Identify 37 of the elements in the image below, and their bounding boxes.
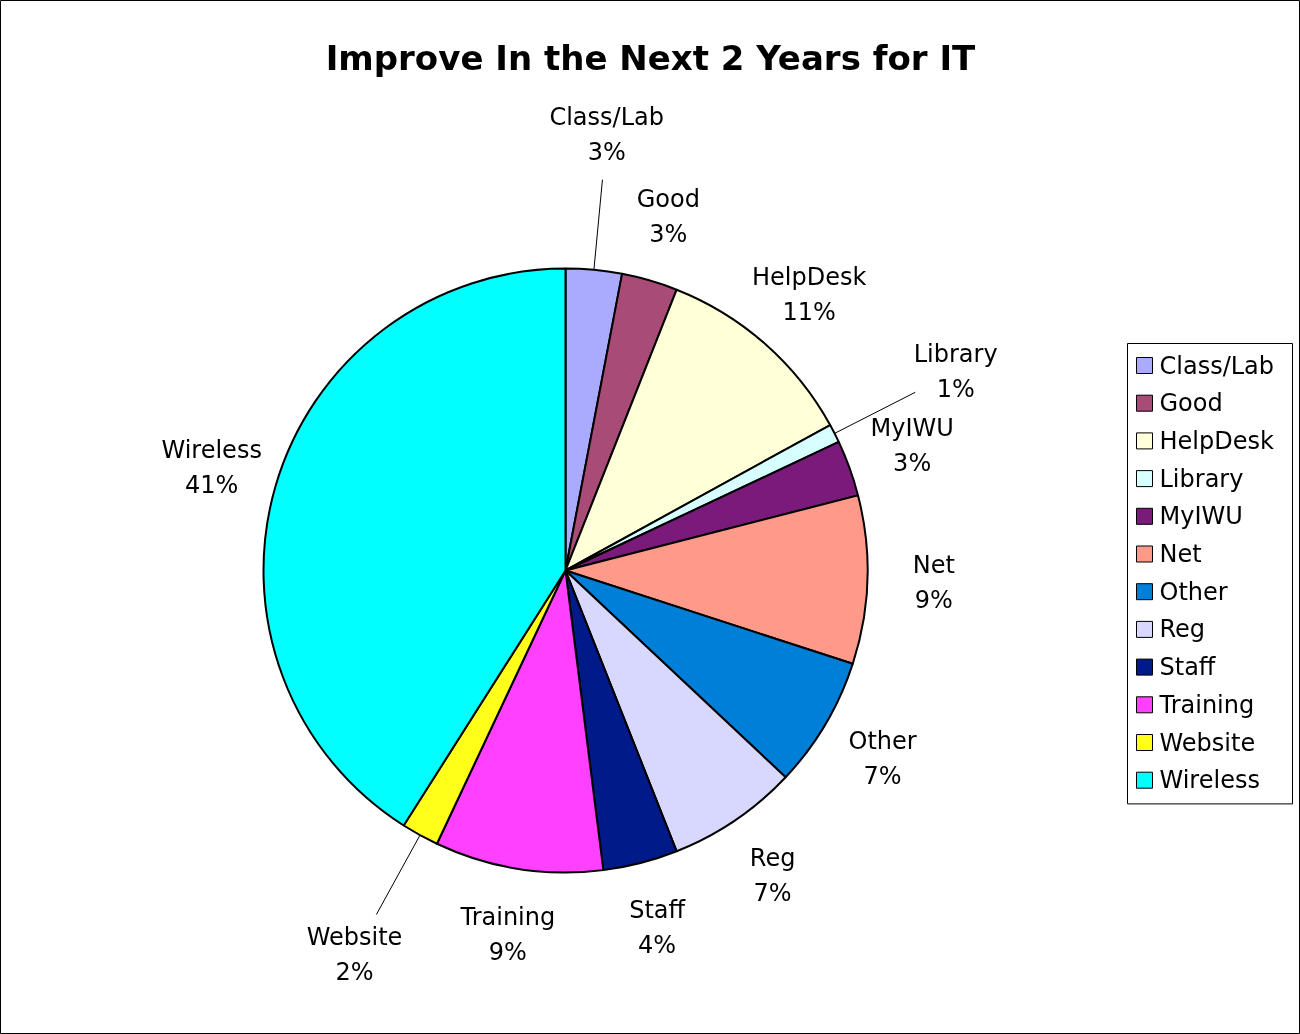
data-label: 7% xyxy=(753,878,792,907)
chart-title: Improve In the Next 2 Years for IT xyxy=(325,37,977,78)
slice-label: Wireless xyxy=(161,436,262,465)
legend-label: Net xyxy=(1159,540,1202,568)
legend-label: Other xyxy=(1159,577,1228,606)
slice-label: HelpDesk xyxy=(751,262,867,291)
legend-label: MyIWU xyxy=(1159,502,1243,531)
data-label: 9% xyxy=(914,585,953,614)
slice-label: Library xyxy=(913,340,998,369)
legend-label: Library xyxy=(1159,464,1244,493)
slice-label: Staff xyxy=(629,895,686,924)
data-label: 3% xyxy=(893,449,932,478)
legend-label: Reg xyxy=(1159,615,1206,644)
slice-label: Net xyxy=(912,550,955,579)
slice-label: Class/Lab xyxy=(549,103,664,132)
legend-label: Staff xyxy=(1159,653,1216,682)
slice-label: Good xyxy=(636,185,700,214)
data-label: 11% xyxy=(782,297,836,326)
data-label: 4% xyxy=(638,930,677,959)
legend-label: Good xyxy=(1159,389,1223,418)
slice-label: MyIWU xyxy=(870,414,954,443)
data-label: 7% xyxy=(863,761,902,790)
slice-label: Website xyxy=(306,922,403,951)
data-label: 1% xyxy=(936,375,975,404)
legend-label: Wireless xyxy=(1159,766,1260,795)
data-label: 3% xyxy=(587,138,626,167)
legend-label: HelpDesk xyxy=(1159,426,1274,455)
data-label: 2% xyxy=(335,957,374,986)
data-label: 3% xyxy=(649,220,688,249)
slice-label: Reg xyxy=(749,843,796,872)
slice-label: Training xyxy=(459,902,556,931)
legend-label: Website xyxy=(1159,728,1256,757)
legend-label: Class/Lab xyxy=(1159,351,1275,380)
slice-label: Other xyxy=(848,726,917,755)
legend-label: Training xyxy=(1158,690,1255,719)
data-label: 41% xyxy=(185,471,239,500)
data-label: 9% xyxy=(488,937,527,966)
